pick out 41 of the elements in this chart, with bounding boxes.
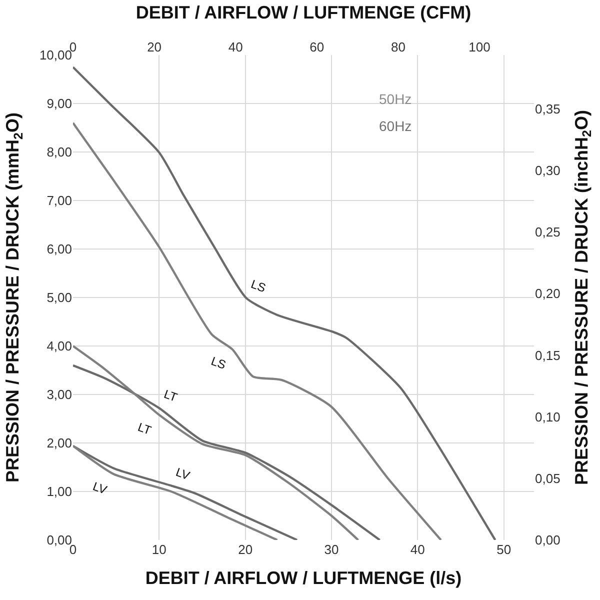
annotation: 60Hz [379,118,412,134]
x-tick-label: 20 [238,542,253,557]
text: LT [162,386,180,405]
x2-tick-label: 80 [390,39,406,54]
y2-tick-label: 0,20 [535,286,560,302]
y-tick-label: 3,00 [46,387,72,402]
x2-tick-label: 100 [468,39,490,54]
x2-axis-title: DEBIT / AIRFLOW / LUFTMENGE (CFM) [136,2,472,23]
y2-tick-label: 0,35 [535,101,560,116]
line-series [73,344,360,540]
x-tick-label: 30 [324,542,339,557]
y-tick-label: 1,00 [46,484,72,500]
text: LS [249,276,268,296]
y2-tick-label: 0,00 [535,532,560,548]
x2-tick-label: 20 [147,39,162,54]
x-axis-title: DEBIT / AIRFLOW / LUFTMENGE (l/s) [145,568,462,588]
y2-tick-label: 0,15 [535,348,560,363]
line-series [73,122,442,540]
y-tick-label: 9,00 [46,96,72,112]
y-tick-label: 8,00 [46,144,72,160]
x2-tick-label: 40 [228,39,243,54]
y-tick-label: 4,00 [46,338,72,354]
x2-tick-label: 60 [310,39,324,54]
y2-tick-label: 0,05 [535,470,560,486]
y-tick-label: 6,00 [46,242,72,257]
x-tick-label: 40 [410,542,425,557]
y2-tick-label: 0,25 [535,224,560,240]
text: LV [91,479,109,498]
y-tick-label: 2,00 [46,436,72,451]
text: LT [136,420,154,438]
y2-tick-label: 0,10 [535,409,560,424]
y-tick-label: 5,00 [46,290,72,306]
annotation: 50Hz [379,91,412,107]
text: LV [174,464,192,483]
line-series [73,66,496,540]
x-tick-label: 50 [496,542,512,557]
x-tick-label: 10 [152,542,166,557]
y-tick-label: 0,00 [46,532,72,548]
y-tick-label: 7,00 [46,193,72,208]
text: LS [209,354,228,372]
y2-tick-label: 0,30 [535,162,560,178]
